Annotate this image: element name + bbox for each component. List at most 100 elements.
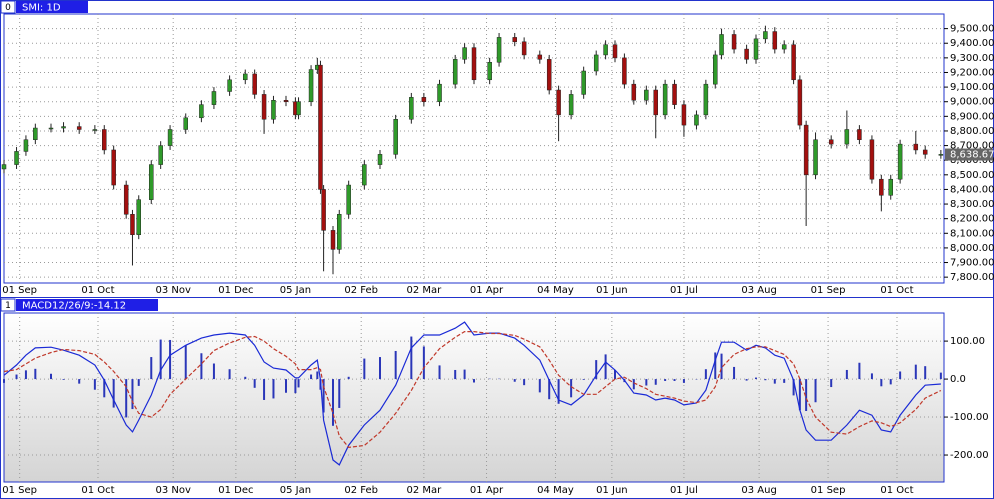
x-tick-label: 03 Nov: [155, 485, 191, 496]
y-tick-label: -100.00: [950, 412, 989, 423]
histogram-bar: [595, 360, 598, 380]
y-tick-label: 8,000.00: [950, 243, 994, 254]
x-tick-label: 05 Jan: [280, 285, 311, 296]
candle-body: [261, 94, 267, 120]
candle-body: [111, 149, 116, 186]
y-tick-label: 8,400.00: [950, 184, 994, 195]
y-tick-label: 9,400.00: [950, 38, 994, 49]
title-bar: [16, 299, 158, 311]
candle-body: [713, 54, 718, 85]
histogram-bar: [570, 379, 573, 398]
y-tick-label: 9,500.00: [950, 24, 994, 35]
histogram-bar: [523, 379, 526, 386]
y-tick-label: 100.00: [950, 336, 985, 347]
panel-index-box: [0, 0, 16, 14]
candle-body: [797, 79, 803, 126]
histogram-bar: [3, 379, 5, 383]
candle-body: [130, 214, 135, 236]
x-tick-label: 03 Aug: [741, 485, 776, 496]
candle-body: [158, 145, 163, 165]
candle-body: [1, 164, 7, 170]
candle-body: [318, 64, 323, 190]
histogram-bar: [557, 379, 560, 404]
histogram-bar: [34, 368, 37, 380]
candle-body: [772, 31, 778, 50]
candle-body: [537, 54, 543, 60]
histogram-bar: [24, 370, 27, 380]
candle-body: [76, 126, 82, 130]
histogram-bar: [159, 339, 162, 380]
histogram-bar: [814, 379, 817, 403]
histogram-bar: [733, 366, 736, 380]
x-tick-label: 02 Feb: [344, 485, 378, 496]
candle-body: [612, 44, 618, 59]
indicator-title: MACD12/26/9:-14.12: [22, 301, 126, 312]
candle-body: [581, 70, 586, 95]
candle-body: [183, 117, 188, 130]
candle-body: [211, 91, 217, 105]
histogram-bar: [200, 353, 203, 380]
histogram-bar: [858, 362, 861, 380]
candle-body: [167, 129, 173, 146]
histogram-bar: [604, 354, 607, 380]
last-price-box: [945, 148, 993, 161]
candle-body: [452, 59, 458, 85]
histogram-bar: [673, 379, 676, 381]
candle-body: [512, 37, 517, 43]
y-tick-label: 8,200.00: [950, 214, 994, 225]
histogram-bar: [112, 379, 115, 408]
candle-body: [437, 83, 442, 102]
candle-body: [123, 184, 129, 215]
candle-body: [703, 83, 709, 116]
histogram-bar: [244, 376, 247, 380]
histogram-bar: [704, 369, 707, 380]
histogram-bar: [316, 371, 319, 380]
candle-body: [296, 101, 301, 116]
x-tick-label: 01 Jun: [596, 285, 628, 296]
x-tick-label: 03 Aug: [741, 285, 776, 296]
histogram-bar: [103, 379, 106, 398]
histogram-bar: [830, 379, 833, 388]
x-tick-label: 02 Mar: [406, 485, 442, 496]
histogram-bar: [338, 379, 341, 408]
candle-body: [694, 114, 699, 126]
y-tick-label: 8,500.00: [950, 170, 994, 181]
candle-body: [731, 34, 737, 50]
candle-body: [393, 119, 398, 155]
x-tick-label: 01 Dec: [218, 485, 253, 496]
histogram-bar: [212, 363, 215, 380]
candle-body: [92, 129, 98, 131]
histogram-bar: [720, 353, 723, 380]
histogram-bar: [513, 379, 516, 382]
candle-body: [603, 44, 608, 56]
histogram-bar: [297, 379, 300, 388]
histogram-bar: [654, 379, 657, 385]
histogram-bar: [792, 379, 795, 396]
indicator-line: [3, 331, 942, 449]
x-tick-label: 01 Apr: [470, 285, 504, 296]
y-tick-label: 8,800.00: [950, 126, 994, 137]
y-tick-label: 8,100.00: [950, 228, 994, 239]
candle-body: [462, 47, 467, 60]
candle-body: [844, 129, 850, 145]
candle-body: [938, 154, 944, 156]
candle-body: [409, 97, 414, 120]
y-tick-label: 9,100.00: [950, 82, 994, 93]
candle-body: [362, 164, 367, 186]
candle-body: [546, 59, 552, 91]
y-tick-label: 7,900.00: [950, 258, 994, 269]
histogram-bar: [285, 379, 287, 393]
candle-body: [556, 89, 561, 116]
x-tick-label: 01 Sep: [811, 285, 846, 296]
candle-body: [897, 143, 903, 180]
x-tick-label: 01 Apr: [470, 485, 504, 496]
x-tick-label: 05 Jan: [280, 485, 311, 496]
candle-body: [888, 178, 893, 196]
panel-index: 0: [5, 3, 11, 13]
candle-body: [521, 41, 527, 56]
title-bar: [16, 1, 88, 13]
candle-body: [330, 230, 336, 250]
histogram-bar: [228, 369, 231, 380]
y-tick-label: 8,300.00: [950, 199, 994, 210]
